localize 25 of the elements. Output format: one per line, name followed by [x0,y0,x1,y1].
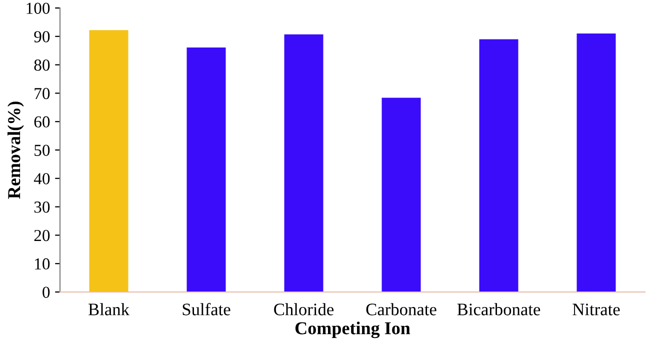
bar [576,34,616,292]
y-tick-label: 40 [34,173,50,184]
bar [89,30,128,292]
x-tick-label: Chloride [274,303,334,316]
bar [382,98,421,292]
x-tick-label: Carbonate [366,303,436,316]
y-tick-label: 50 [34,144,50,156]
x-axis-title: Competing Ion [295,322,410,338]
y-tick-label: 80 [34,60,50,71]
x-tick-label: Blank [88,303,130,316]
y-axis-title: Removal(%) [8,102,24,199]
x-tick-label: Sulfate [182,302,230,316]
y-tick-label: 30 [34,202,50,213]
bar [284,34,324,292]
bar [186,47,226,292]
y-tick-label: 70 [34,88,50,100]
y-tick-label: 90 [34,31,50,42]
y-tick-label: 0 [42,286,50,298]
bar [479,39,518,292]
y-tick-label: 100 [26,2,50,14]
x-tick-label: Bicarbonate [457,303,540,316]
y-tick-label: 60 [34,116,50,128]
y-tick-label: 20 [34,230,50,242]
y-tick-label: 10 [35,258,50,270]
x-tick-label: Nitrate [572,304,620,316]
